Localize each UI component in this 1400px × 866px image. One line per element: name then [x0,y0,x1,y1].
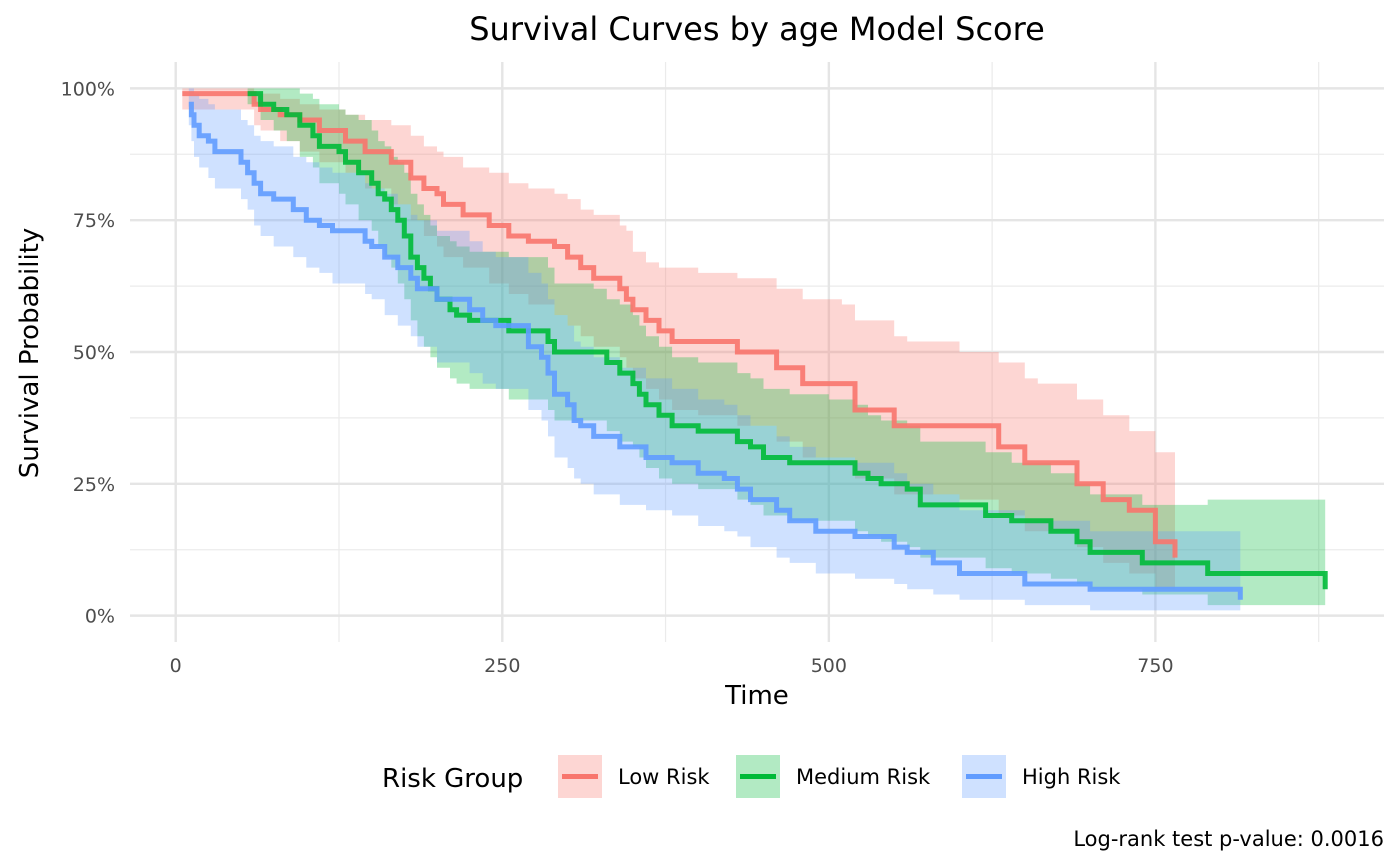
legend-item-high-risk: High Risk [962,755,1121,798]
medium-risk-survival-line [247,91,1328,590]
y-tick-label: 100% [61,78,115,100]
y-axis-title: Survival Probability [15,228,45,479]
high-risk-survival-line [188,101,1243,600]
legend: Risk Group Low Risk Medium Risk High Risk [382,755,1121,798]
low-risk-survival-line [182,91,1178,558]
chart-title: Survival Curves by age Model Score [469,10,1045,48]
legend-label-high-risk: High Risk [1022,765,1121,789]
x-tick-label: 500 [811,655,847,677]
y-tick-label: 50% [73,342,115,364]
y-tick-label: 25% [73,474,115,496]
survival-lines [182,91,1328,600]
legend-title: Risk Group [382,764,523,794]
legend-label-medium-risk: Medium Risk [796,765,931,789]
low-risk-ci-band [182,88,1176,600]
x-axis-title: Time [724,681,789,711]
grid [130,62,1384,642]
confidence-bands [182,88,1326,616]
caption: Log-rank test p-value: 0.0016 [1073,827,1384,851]
medium-risk-ci-band [247,88,1326,611]
y-tick-label: 0% [85,606,115,628]
high-risk-ci-band [188,88,1241,616]
legend-item-medium-risk: Medium Risk [736,755,931,798]
y-tick-label: 75% [73,210,115,232]
x-tick-label: 250 [484,655,520,677]
tick-labels: 0 250 500 750 0% 25% 50% 75% 100% [61,78,1174,677]
legend-label-low-risk: Low Risk [618,765,710,789]
x-tick-label: 0 [170,655,182,677]
x-tick-label: 750 [1137,655,1173,677]
legend-item-low-risk: Low Risk [558,755,710,798]
